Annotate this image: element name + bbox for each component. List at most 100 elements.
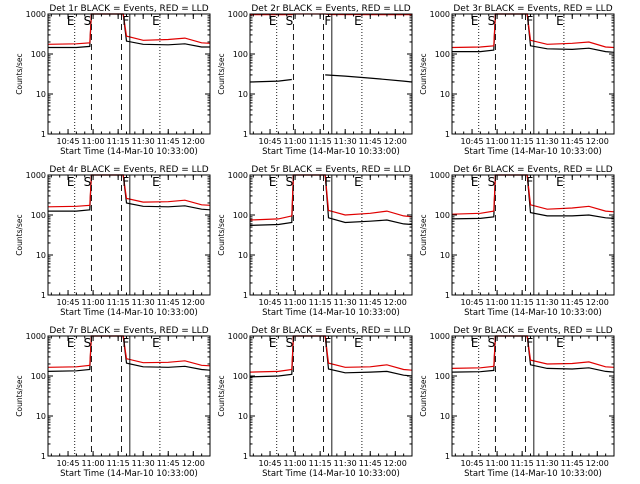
panel-title: Det 1r BLACK = Events, RED = LLD xyxy=(49,4,208,14)
x-tick-label: 12:00 xyxy=(384,298,407,307)
x-tick-label: 12:00 xyxy=(182,298,205,307)
marker-label: E xyxy=(556,14,564,28)
x-tick-label: 10:45 xyxy=(57,298,80,307)
lld-series-line xyxy=(451,13,615,49)
x-tick-label: 11:00 xyxy=(82,298,105,307)
marker-label: E xyxy=(354,175,362,189)
x-tick-label: 11:30 xyxy=(132,298,155,307)
lld-series-line xyxy=(249,174,413,221)
marker-label: F xyxy=(324,14,331,28)
x-axis-label: Start Time (14-Mar-10 10:33:00) xyxy=(464,147,602,157)
panel-title: Det 8r BLACK = Events, RED = LLD xyxy=(251,326,410,336)
events-series-line xyxy=(48,174,211,212)
marker-label: F xyxy=(122,14,129,28)
lld-series-line xyxy=(47,335,211,368)
marker-label: F xyxy=(526,14,533,28)
x-axis-label: Start Time (14-Mar-10 10:33:00) xyxy=(464,308,602,318)
x-tick-label: 10:45 xyxy=(259,459,282,468)
marker-label: E xyxy=(269,175,277,189)
y-tick-label: 1 xyxy=(445,452,450,461)
y-axis-label: Counts/sec xyxy=(419,214,428,255)
y-tick-label: 100 xyxy=(233,211,248,220)
x-tick-label: 11:15 xyxy=(511,137,534,146)
x-tick-label: 11:15 xyxy=(309,137,332,146)
x-tick-label: 11:30 xyxy=(334,459,357,468)
y-tick-label: 1000 xyxy=(228,10,248,19)
x-tick-label: 11:30 xyxy=(132,459,155,468)
marker-label: S xyxy=(488,175,496,189)
y-tick-label: 1 xyxy=(41,130,46,139)
y-tick-label: 1000 xyxy=(26,171,46,180)
x-tick-label: 11:45 xyxy=(157,459,180,468)
y-axis-label: Counts/sec xyxy=(419,53,428,94)
marker-label: E xyxy=(471,14,479,28)
plot-frame xyxy=(47,13,211,135)
y-tick-label: 1000 xyxy=(228,171,248,180)
x-tick-label: 11:00 xyxy=(284,137,307,146)
x-tick-label: 11:00 xyxy=(82,459,105,468)
marker-label: E xyxy=(67,175,75,189)
y-tick-label: 100 xyxy=(31,50,46,59)
x-tick-label: 11:45 xyxy=(561,137,584,146)
y-tick-label: 100 xyxy=(31,211,46,220)
plot-frame xyxy=(47,174,211,296)
marker-label: E xyxy=(269,14,277,28)
x-tick-label: 12:00 xyxy=(586,459,609,468)
events-series-line xyxy=(47,335,211,372)
y-tick-label: 1000 xyxy=(430,332,450,341)
x-tick-label: 11:30 xyxy=(334,298,357,307)
y-tick-label: 1 xyxy=(243,291,248,300)
panel-title: Det 9r BLACK = Events, RED = LLD xyxy=(453,326,612,336)
y-tick-label: 1000 xyxy=(228,332,248,341)
marker-label: E xyxy=(556,336,564,350)
y-axis-label: Counts/sec xyxy=(217,375,226,416)
y-tick-label: 1 xyxy=(243,130,248,139)
events-series-line xyxy=(249,335,413,378)
y-axis-label: Counts/sec xyxy=(15,375,24,416)
marker-label: S xyxy=(84,175,92,189)
x-tick-label: 11:00 xyxy=(284,459,307,468)
plot-frame xyxy=(451,174,615,296)
y-tick-label: 1000 xyxy=(430,10,450,19)
marker-label: S xyxy=(488,336,496,350)
x-axis-label: Start Time (14-Mar-10 10:33:00) xyxy=(60,469,198,479)
x-tick-label: 11:00 xyxy=(486,298,509,307)
x-tick-label: 12:00 xyxy=(182,459,205,468)
marker-label: S xyxy=(84,336,92,350)
x-tick-label: 10:45 xyxy=(461,137,484,146)
x-tick-label: 11:45 xyxy=(359,298,382,307)
marker-label: E xyxy=(67,336,75,350)
y-tick-label: 1000 xyxy=(430,171,450,180)
x-tick-label: 11:30 xyxy=(334,137,357,146)
marker-label: S xyxy=(84,14,92,28)
x-tick-label: 12:00 xyxy=(586,298,609,307)
plot-frame xyxy=(451,335,615,457)
marker-label: F xyxy=(324,336,331,350)
y-tick-label: 1000 xyxy=(26,332,46,341)
y-tick-label: 10 xyxy=(440,412,450,421)
x-axis-label: Start Time (14-Mar-10 10:33:00) xyxy=(464,469,602,479)
marker-label: S xyxy=(286,14,294,28)
y-axis-label: Counts/sec xyxy=(217,214,226,255)
x-tick-label: 11:15 xyxy=(107,459,130,468)
x-tick-label: 11:45 xyxy=(561,298,584,307)
y-axis-label: Counts/sec xyxy=(15,214,24,255)
x-tick-label: 12:00 xyxy=(586,137,609,146)
panel-title: Det 7r BLACK = Events, RED = LLD xyxy=(49,326,208,336)
marker-label: E xyxy=(556,175,564,189)
x-tick-label: 10:45 xyxy=(259,137,282,146)
y-axis-label: Counts/sec xyxy=(15,53,24,94)
panel-title: Det 4r BLACK = Events, RED = LLD xyxy=(49,165,208,175)
marker-label: S xyxy=(286,336,294,350)
lld-series-line xyxy=(47,174,211,208)
x-tick-label: 11:00 xyxy=(486,137,509,146)
panel-title: Det 3r BLACK = Events, RED = LLD xyxy=(453,4,612,14)
y-tick-label: 10 xyxy=(36,251,46,260)
x-tick-label: 10:45 xyxy=(461,298,484,307)
plot-frame xyxy=(249,13,413,135)
panel-title: Det 6r BLACK = Events, RED = LLD xyxy=(453,165,612,175)
